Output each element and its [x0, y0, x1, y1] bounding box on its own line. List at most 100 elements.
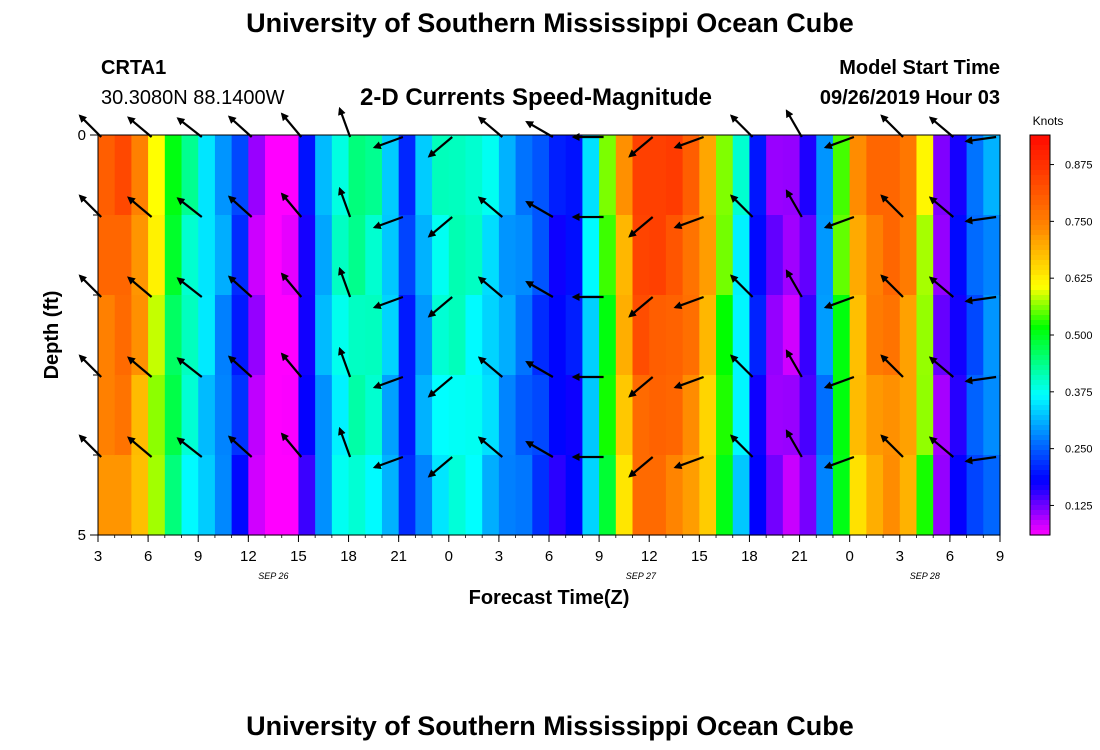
heatmap-cell — [398, 135, 416, 216]
heatmap-cell — [465, 455, 483, 536]
heatmap-cell — [599, 375, 617, 456]
colorbar-segment — [1030, 255, 1050, 261]
heatmap-cell — [315, 455, 333, 536]
heatmap-cells — [98, 135, 1001, 536]
colorbar-segment — [1030, 160, 1050, 166]
heatmap-cell — [565, 375, 583, 456]
current-vector-arrow — [673, 295, 704, 309]
station-id: CRTA1 — [101, 57, 167, 79]
x-axis: 3 6 9 12 15 18 21 0 3 6 9 12 15 18 21 0 3 6 9 SEP 26 SEP 27 S… — [94, 535, 1004, 581]
model-start-label: Model Start Time — [839, 57, 1000, 79]
current-vector-arrow — [338, 346, 352, 378]
heatmap-cell — [899, 295, 918, 376]
date-label: SEP 27 — [626, 571, 657, 581]
colorbar-segment — [1030, 230, 1050, 236]
heatmap-cell — [198, 455, 216, 536]
heatmap-cell — [649, 135, 667, 216]
heatmap-cell — [482, 135, 500, 216]
current-vector-arrow — [176, 437, 203, 458]
x-tick-label: 0 — [845, 548, 853, 565]
heatmap-cell — [348, 135, 366, 216]
heatmap-cell — [682, 455, 700, 536]
heatmap-cell — [849, 215, 867, 296]
heatmap-cell — [549, 295, 567, 376]
current-vector-arrow — [127, 196, 153, 218]
heatmap-cell — [131, 135, 149, 216]
heatmap-cell — [365, 455, 383, 536]
heatmap-cell — [549, 215, 567, 296]
current-vector-arrow — [823, 375, 855, 389]
heatmap-cell — [281, 455, 300, 536]
colorbar-segment — [1030, 395, 1050, 401]
heatmap-cell — [432, 455, 450, 536]
heatmap-cell — [98, 135, 116, 216]
colorbar-segment — [1030, 515, 1050, 521]
heatmap-cell — [665, 295, 684, 376]
x-tick-label: 21 — [791, 548, 808, 565]
current-vector-arrow — [338, 266, 352, 298]
heatmap-cell — [164, 375, 183, 456]
heatmap-cell — [899, 375, 918, 456]
heatmap-cell — [465, 215, 483, 296]
heatmap-cell — [515, 135, 533, 216]
current-vector-arrow — [785, 349, 803, 378]
heatmap-cell — [799, 375, 817, 456]
current-vector-arrow — [477, 196, 504, 218]
current-vector-arrow — [427, 456, 453, 478]
colorbar-segment — [1030, 210, 1050, 216]
colorbar-segment — [1030, 365, 1050, 371]
heatmap-cell — [766, 375, 784, 456]
heatmap-cell — [649, 375, 667, 456]
x-tick-label: 6 — [144, 548, 152, 565]
heatmap-cell — [799, 215, 817, 296]
heatmap-cell — [549, 135, 567, 216]
current-vector-arrow — [477, 276, 504, 298]
current-vector-arrow — [477, 436, 504, 458]
x-tick-label: 18 — [741, 548, 758, 565]
current-vector-arrow — [964, 455, 997, 465]
heatmap-cell — [248, 455, 266, 536]
current-vector-arrow — [823, 455, 855, 469]
colorbar-segment — [1030, 480, 1050, 486]
heatmap-cell — [114, 215, 132, 296]
heatmap-cell — [298, 375, 316, 456]
heatmap-cell — [699, 295, 717, 376]
heatmap-cell — [148, 295, 166, 376]
current-vector-arrow — [964, 295, 997, 305]
heatmap-cell — [331, 455, 350, 536]
heatmap-cell — [816, 455, 834, 536]
colorbar-segment — [1030, 300, 1050, 306]
colorbar-segment — [1030, 165, 1050, 171]
heatmap-cell — [498, 455, 517, 536]
heatmap-cell — [565, 455, 583, 536]
current-vector-arrow — [673, 375, 704, 389]
colorbar-segment — [1030, 290, 1050, 296]
current-vector-arrow — [427, 296, 453, 318]
current-vector-arrow — [280, 192, 303, 218]
colorbar-segment — [1030, 205, 1050, 211]
current-vector-arrow — [338, 106, 352, 138]
heatmap-cell — [265, 455, 283, 536]
heatmap-cell — [615, 215, 634, 296]
heatmap-cell — [883, 215, 901, 296]
heatmap-cell — [966, 375, 984, 456]
heatmap-cell — [398, 215, 416, 296]
heatmap-cell — [766, 135, 784, 216]
heatmap-cell — [716, 295, 734, 376]
heatmap-cell — [415, 295, 433, 376]
heatmap-cell — [181, 295, 199, 376]
current-vector-arrow — [964, 135, 997, 145]
colorbar-segment — [1030, 155, 1050, 161]
heatmap-cell — [883, 375, 901, 456]
current-vector-arrow — [785, 109, 803, 138]
y-tick-label: 5 — [78, 527, 86, 544]
colorbar-segment — [1030, 195, 1050, 201]
x-tick-label: 3 — [896, 548, 904, 565]
y-tick-label: 0 — [78, 127, 86, 144]
heatmap-cell — [248, 135, 266, 216]
current-vector-arrow — [880, 274, 904, 298]
current-vector-arrow — [673, 215, 704, 229]
heatmap-cell — [348, 295, 366, 376]
heatmap-cell — [114, 295, 132, 376]
current-vector-arrow — [176, 357, 203, 378]
